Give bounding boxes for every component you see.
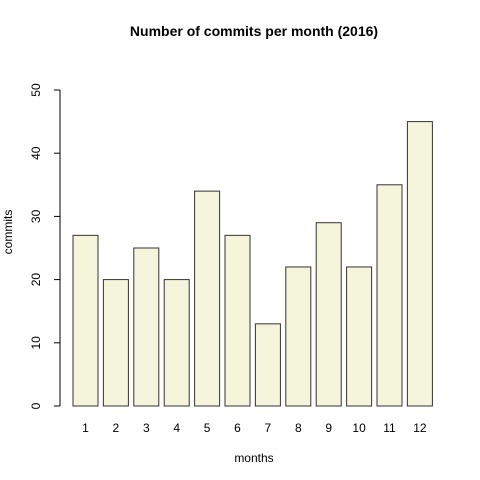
y-tick-label: 50: [29, 83, 43, 97]
x-tick-label: 3: [143, 421, 150, 435]
bar-month-1: [72, 234, 99, 407]
chart-title: Number of commits per month (2016): [130, 23, 378, 39]
y-tick-label: 20: [29, 273, 43, 287]
y-tick-label: 40: [29, 146, 43, 160]
x-tick-label: 5: [204, 421, 211, 435]
y-tick-label: 30: [29, 209, 43, 223]
x-axis-label: months: [234, 451, 273, 465]
x-tick-label: 8: [295, 421, 302, 435]
bar-month-11: [376, 184, 403, 407]
x-tick-label: 1: [82, 421, 89, 435]
bar-month-8: [285, 266, 312, 407]
bar-month-4: [163, 279, 190, 407]
bars: [72, 121, 433, 407]
bar-month-5: [194, 190, 221, 407]
x-tick-labels: 1 2 3 4 5 6 7 8 9 10 11 12: [82, 421, 427, 435]
x-tick-label: 7: [265, 421, 272, 435]
y-axis-label: commits: [1, 210, 15, 255]
bar-month-12: [406, 121, 433, 407]
y-tick-label: 10: [29, 336, 43, 350]
x-tick-label: 9: [325, 421, 332, 435]
bar-month-6: [224, 234, 251, 407]
bar-month-7: [254, 323, 281, 407]
bar-month-9: [315, 222, 342, 407]
x-tick-label: 4: [173, 421, 180, 435]
bar-month-2: [102, 279, 129, 407]
y-tick-label: 0: [29, 402, 43, 409]
x-tick-label: 11: [383, 421, 396, 435]
x-tick-label: 2: [113, 421, 120, 435]
x-tick-label: 12: [413, 421, 427, 435]
x-tick-label: 10: [352, 421, 366, 435]
bar-month-3: [133, 247, 160, 407]
x-tick-label: 6: [234, 421, 241, 435]
bar-month-10: [346, 266, 373, 407]
y-axis: 0 10 20 30 40 50: [29, 83, 61, 409]
